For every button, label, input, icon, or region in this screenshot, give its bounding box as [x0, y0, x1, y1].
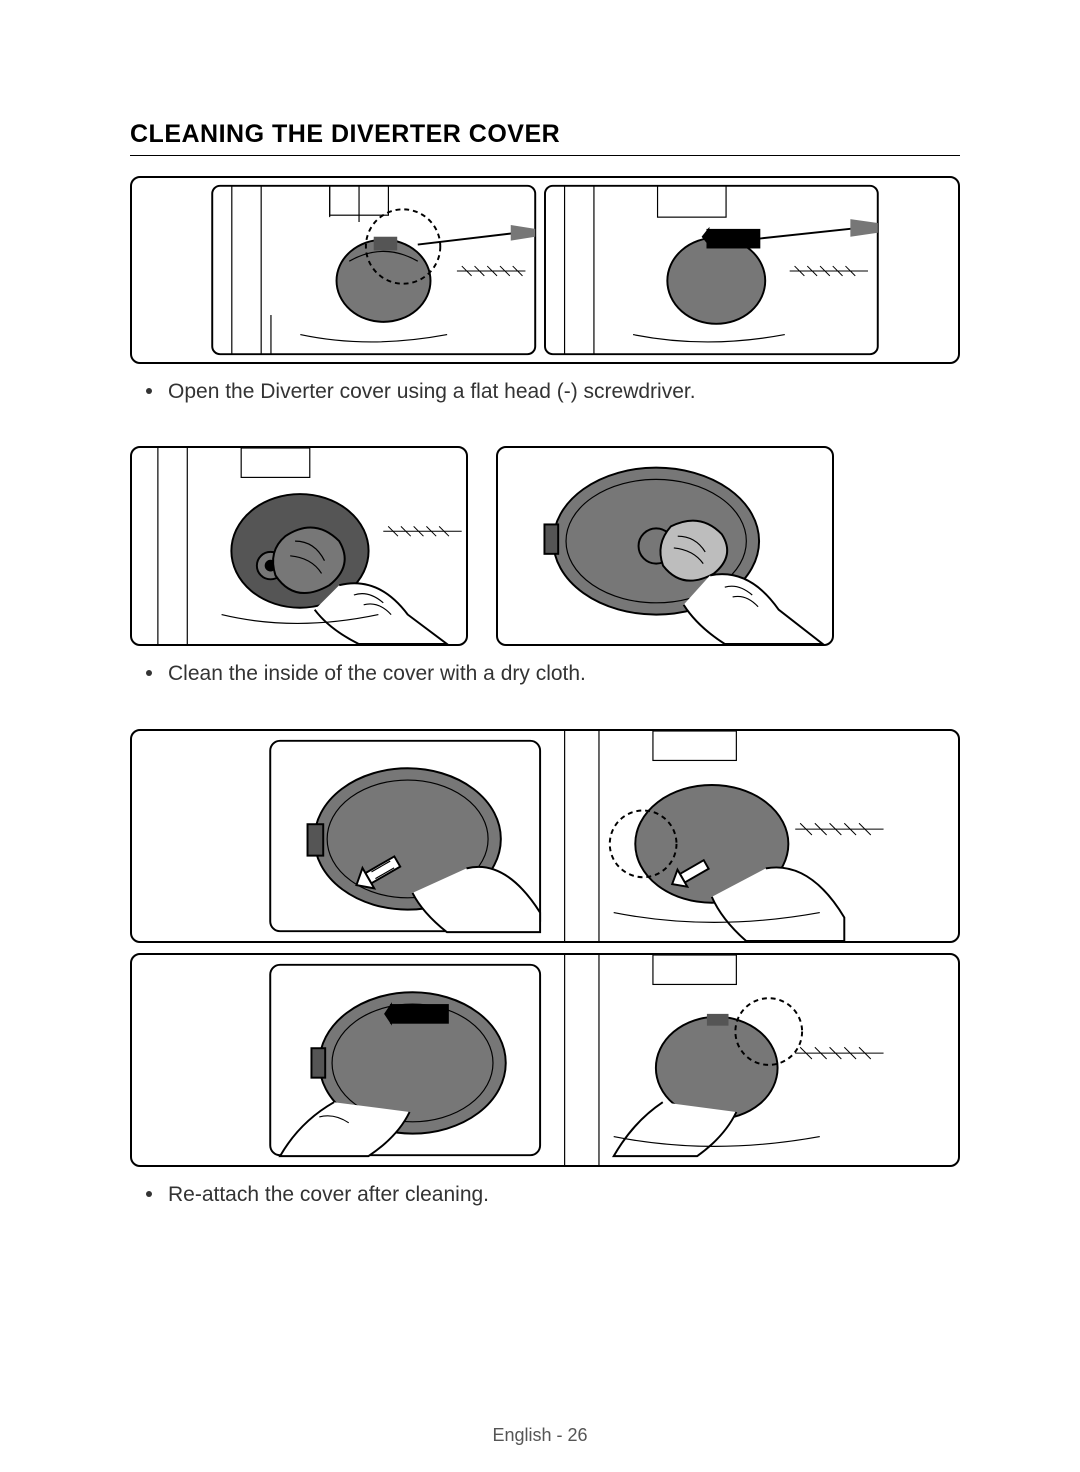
figure-reattach-2 [130, 953, 960, 1167]
page-footer: English - 26 [0, 1425, 1080, 1446]
figure-clean-cover [496, 446, 834, 646]
figure-reattach-1 [130, 729, 960, 943]
footer-language: English [492, 1425, 551, 1445]
figure-clean-pair [130, 446, 960, 646]
step-1-text: Open the Diverter cover using a flat hea… [168, 378, 696, 406]
section-heading: CLEANING THE DIVERTER COVER [130, 120, 960, 156]
bullet-icon [146, 388, 152, 394]
step-1: Open the Diverter cover using a flat hea… [130, 378, 960, 406]
manual-page: CLEANING THE DIVERTER COVER [0, 0, 1080, 1472]
step-3: Re-attach the cover after cleaning. [130, 1181, 960, 1209]
step-2-text: Clean the inside of the cover with a dry… [168, 660, 586, 688]
step-2: Clean the inside of the cover with a dry… [130, 660, 960, 688]
figure-clean-inside [130, 446, 468, 646]
footer-sep: - [552, 1425, 568, 1445]
bullet-icon [146, 1191, 152, 1197]
figure-open-cover [130, 176, 960, 364]
footer-page: 26 [568, 1425, 588, 1445]
bullet-icon [146, 670, 152, 676]
step-3-text: Re-attach the cover after cleaning. [168, 1181, 489, 1209]
